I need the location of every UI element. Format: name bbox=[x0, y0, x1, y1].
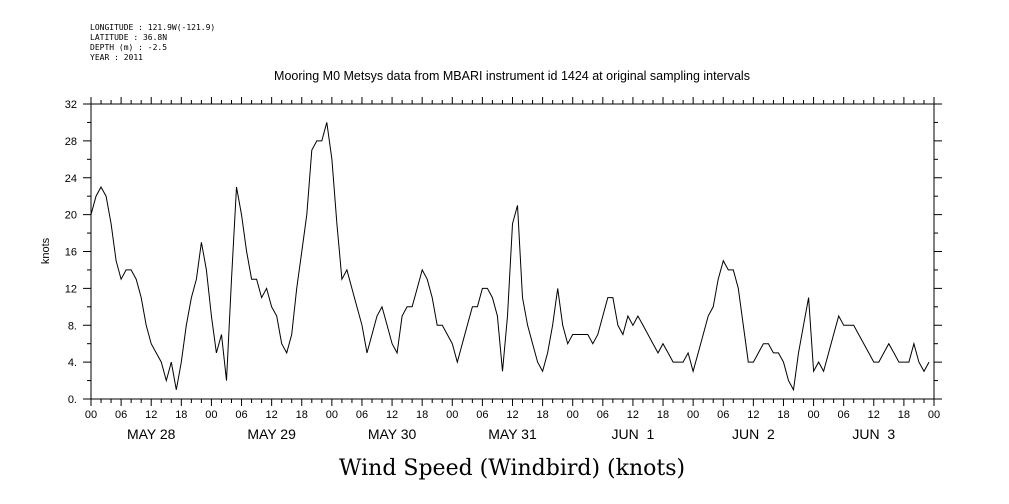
day-label: JUN 2 bbox=[732, 426, 775, 442]
y-tick-label: 0. bbox=[68, 394, 77, 406]
y-tick-label: 20 bbox=[65, 210, 77, 222]
x-hour-label: 12 bbox=[266, 409, 278, 421]
x-hour-label: 00 bbox=[687, 409, 699, 421]
day-label: JUN 1 bbox=[612, 426, 655, 442]
x-hour-label: 06 bbox=[717, 409, 729, 421]
chart-title: Mooring M0 Metsys data from MBARI instru… bbox=[274, 69, 750, 83]
metadata-block: LONGITUDE : 121.9W(-121.9) LATITUDE : 36… bbox=[90, 23, 215, 62]
day-label: MAY 28 bbox=[127, 426, 176, 442]
y-tick-label: 24 bbox=[65, 173, 77, 185]
x-hour-label: 06 bbox=[115, 409, 127, 421]
plot-frame bbox=[90, 103, 935, 400]
x-hour-label: 18 bbox=[536, 409, 548, 421]
x-hour-label: 18 bbox=[296, 409, 308, 421]
day-label: MAY 31 bbox=[488, 426, 537, 442]
x-axis: 00 06 12 18 00 06 12 18 00 06 12 18 00 06 12 18 00 06 12 18… bbox=[85, 97, 940, 421]
x-hour-label: 18 bbox=[777, 409, 789, 421]
x-hour-label: 12 bbox=[747, 409, 759, 421]
x-hour-label: 06 bbox=[356, 409, 368, 421]
x-hour-label: 18 bbox=[416, 409, 428, 421]
x-hour-label: 18 bbox=[175, 409, 187, 421]
y-tick-label: 12 bbox=[65, 283, 77, 295]
y-tick-label: 32 bbox=[65, 99, 77, 111]
x-hour-label: 18 bbox=[898, 409, 910, 421]
x-axis-title: Wind Speed (Windbird) (knots) bbox=[339, 456, 685, 481]
x-hour-label: 00 bbox=[205, 409, 217, 421]
meta-latitude: LATITUDE : 36.8N bbox=[90, 33, 167, 42]
x-hour-label: 06 bbox=[476, 409, 488, 421]
y-axis-label: knots bbox=[40, 237, 52, 264]
x-hour-label: 12 bbox=[506, 409, 518, 421]
x-hour-label: 00 bbox=[446, 409, 458, 421]
x-hour-label: 06 bbox=[838, 409, 850, 421]
x-hour-label: 06 bbox=[597, 409, 609, 421]
x-hour-label: 00 bbox=[928, 409, 940, 421]
x-hour-label: 00 bbox=[326, 409, 338, 421]
day-label: MAY 29 bbox=[247, 426, 296, 442]
day-labels: MAY 28 MAY 29 MAY 30 MAY 31 JUN 1 JUN 2 JUN 3 bbox=[127, 426, 895, 442]
day-label: MAY 30 bbox=[368, 426, 417, 442]
y-tick-label: 16 bbox=[65, 247, 77, 259]
meta-year: YEAR : 2011 bbox=[90, 53, 143, 62]
y-tick-label: 8. bbox=[68, 320, 77, 332]
x-hour-label: 18 bbox=[657, 409, 669, 421]
meta-depth: DEPTH (m) : -2.5 bbox=[90, 43, 167, 52]
x-hour-label: 12 bbox=[627, 409, 639, 421]
x-hour-label: 12 bbox=[386, 409, 398, 421]
meta-longitude: LONGITUDE : 121.9W(-121.9) bbox=[90, 23, 215, 32]
y-axis: 0. 4. 8. 12 16 20 24 28 32 bbox=[65, 99, 942, 406]
x-hour-label: 00 bbox=[567, 409, 579, 421]
series-line-wind-speed bbox=[90, 122, 930, 392]
x-hour-label: 06 bbox=[235, 409, 247, 421]
x-hour-label: 00 bbox=[85, 409, 97, 421]
y-tick-label: 28 bbox=[65, 136, 77, 148]
day-label: JUN 3 bbox=[852, 426, 895, 442]
y-tick-label: 4. bbox=[68, 357, 77, 369]
x-hour-label: 00 bbox=[807, 409, 819, 421]
x-hour-label: 12 bbox=[145, 409, 157, 421]
x-hour-label: 12 bbox=[868, 409, 880, 421]
